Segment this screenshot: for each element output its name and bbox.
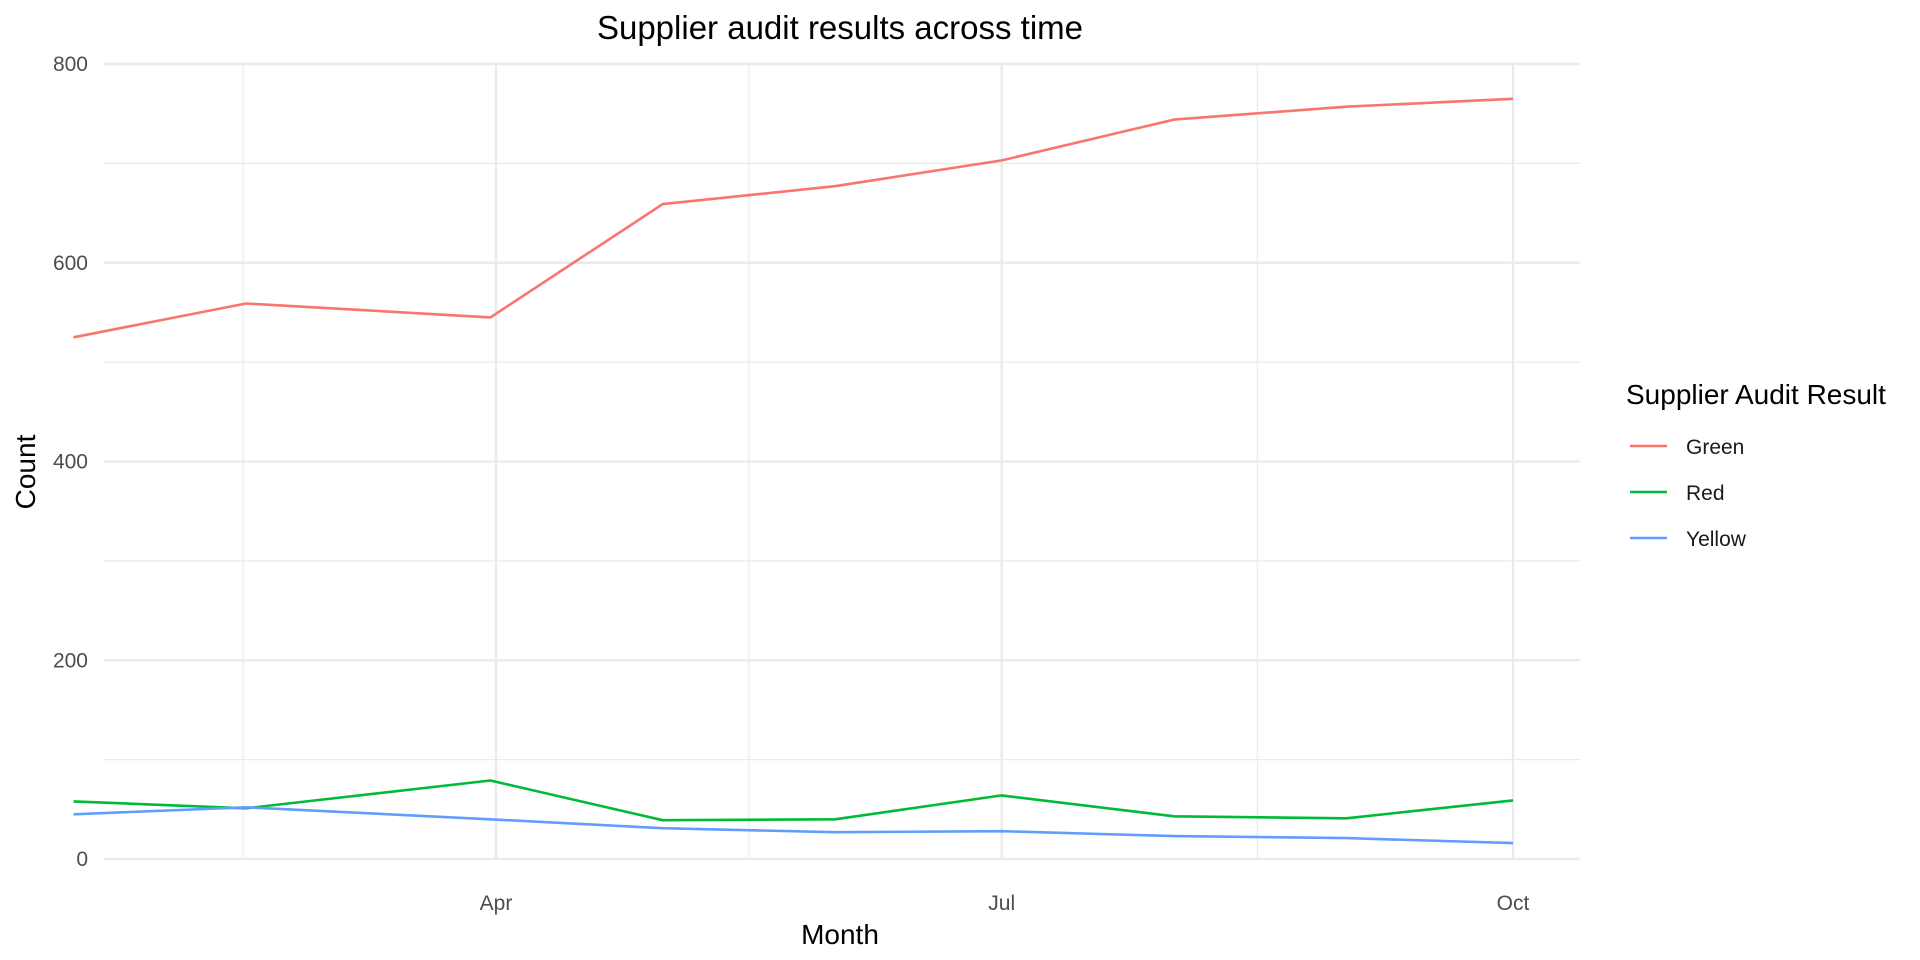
x-tick-label: Apr	[480, 892, 513, 915]
grid	[104, 62, 1580, 861]
legend: Supplier Audit Result Green Red Yellow	[1626, 379, 1886, 551]
y-tick-label: 400	[53, 451, 88, 474]
x-axis-ticks: Apr Jul Oct	[480, 892, 1530, 915]
x-tick-label: Jul	[988, 892, 1015, 915]
y-tick-label: 800	[53, 53, 88, 76]
y-tick-label: 600	[53, 252, 88, 275]
series-line-yellow	[73, 805, 1514, 845]
legend-label-yellow: Yellow	[1686, 528, 1747, 551]
x-axis-title: Month	[801, 919, 879, 950]
series-line-red	[73, 779, 1514, 822]
y-axis-ticks: 0 200 400 600 800	[53, 53, 88, 871]
chart-title: Supplier audit results across time	[597, 9, 1083, 46]
series-lines	[73, 97, 1514, 845]
legend-label-green: Green	[1686, 436, 1744, 459]
legend-label-red: Red	[1686, 482, 1725, 505]
x-tick-label: Oct	[1497, 892, 1530, 915]
y-tick-label: 200	[53, 649, 88, 672]
y-axis-title: Count	[10, 434, 41, 509]
y-tick-label: 0	[76, 848, 88, 871]
series-line-green	[73, 97, 1514, 339]
legend-title: Supplier Audit Result	[1626, 379, 1886, 410]
